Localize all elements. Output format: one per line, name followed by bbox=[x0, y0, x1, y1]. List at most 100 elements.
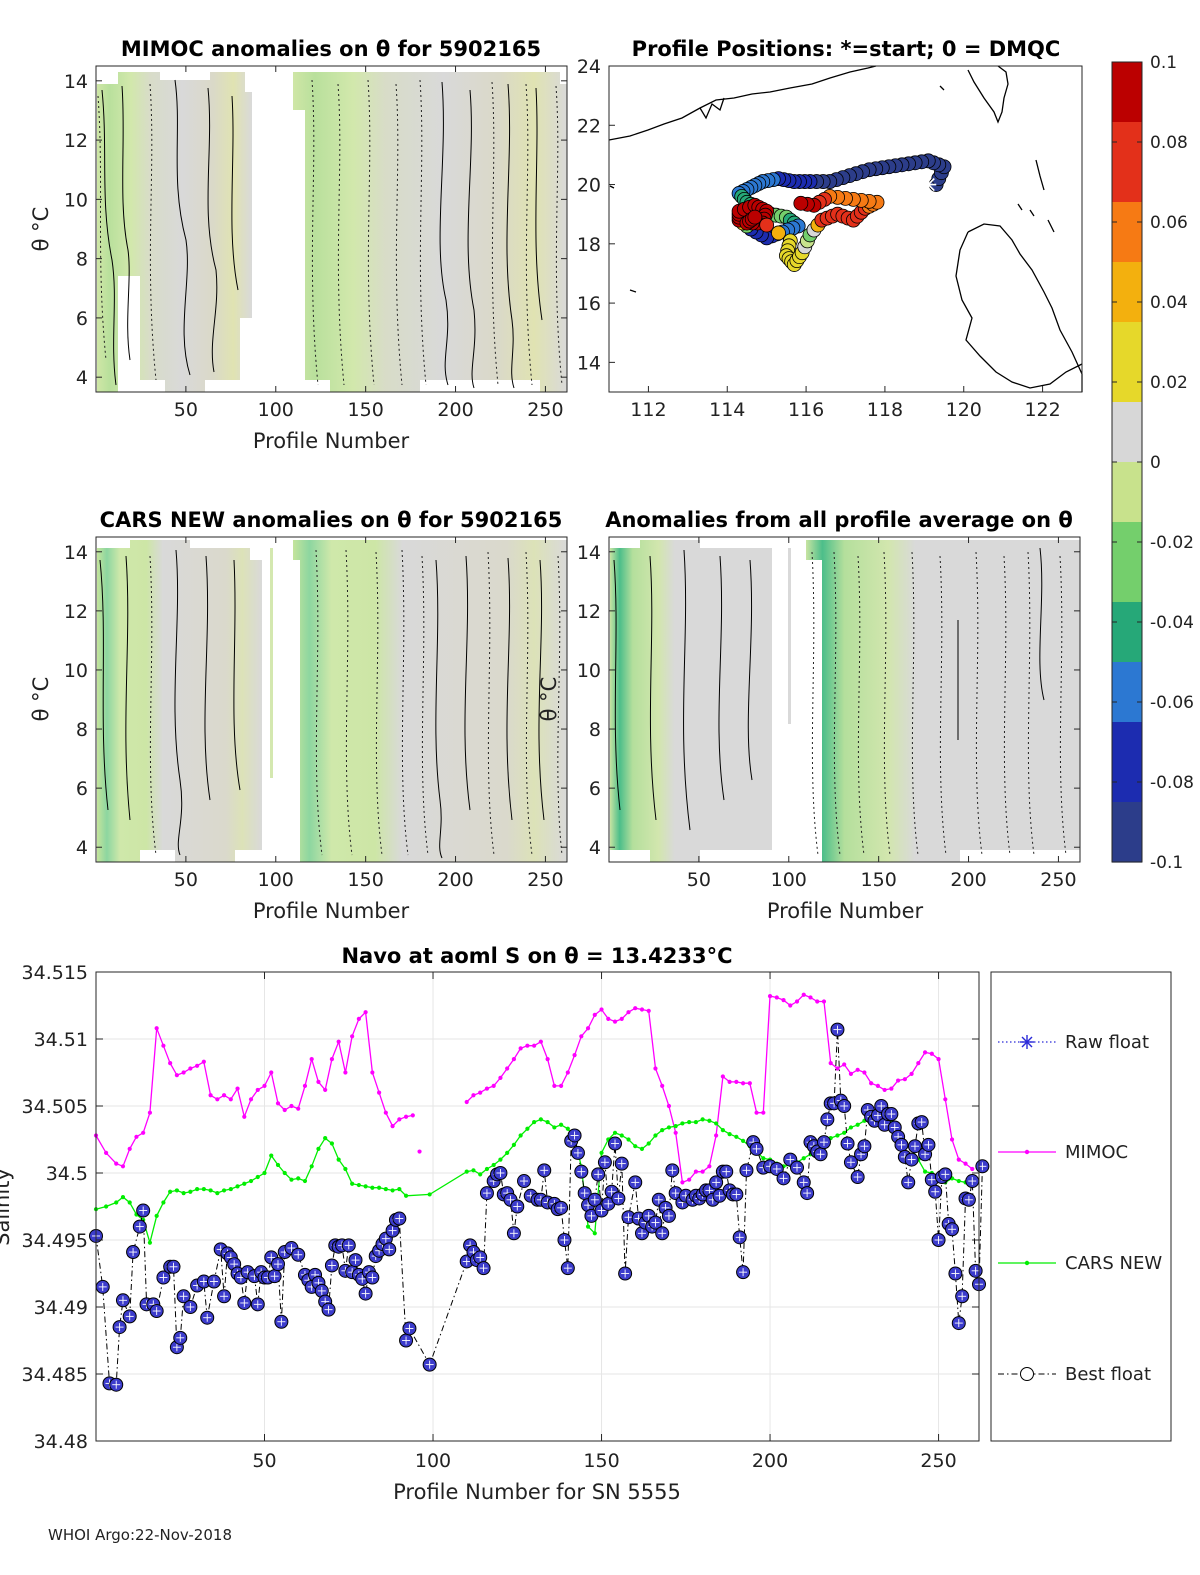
colorbar-tick-label: 0.04 bbox=[1150, 293, 1188, 313]
series-point bbox=[781, 998, 786, 1003]
best-float-point bbox=[948, 1266, 963, 1281]
colorbar-step bbox=[1112, 142, 1142, 163]
asterisk-icon bbox=[1020, 1035, 1034, 1049]
series-point bbox=[855, 1067, 860, 1072]
series-point bbox=[653, 1133, 658, 1138]
series-point bbox=[127, 1146, 132, 1151]
best-float-point bbox=[149, 1304, 164, 1319]
series-point bbox=[221, 1188, 227, 1193]
best-float-point bbox=[392, 1211, 407, 1226]
series-point bbox=[740, 1138, 746, 1143]
series-point bbox=[552, 1125, 557, 1130]
y-tick-label: 16 bbox=[577, 293, 601, 315]
cars-ylabel: θ °C bbox=[29, 677, 53, 722]
y-tick-label: 34.485 bbox=[22, 1364, 88, 1386]
series-point bbox=[687, 1177, 692, 1182]
best-float-point bbox=[183, 1300, 198, 1314]
colorbar-step bbox=[1112, 602, 1142, 623]
best-float-point bbox=[109, 1377, 124, 1392]
series-point bbox=[262, 1170, 267, 1176]
colorbar-step bbox=[1112, 522, 1142, 543]
series-point bbox=[478, 1090, 483, 1095]
best-float-point bbox=[156, 1270, 171, 1285]
best-float-point bbox=[577, 1186, 592, 1201]
x-tick-label: 112 bbox=[630, 399, 666, 421]
colorbar-step bbox=[1112, 422, 1142, 443]
best-float-point bbox=[840, 1136, 855, 1151]
series-point bbox=[572, 1052, 577, 1058]
series-point bbox=[680, 1180, 685, 1185]
best-float-point bbox=[358, 1286, 373, 1301]
series-point bbox=[134, 1134, 139, 1139]
series-point bbox=[147, 1240, 153, 1245]
best-float-point bbox=[945, 1222, 960, 1237]
x-tick-label: 200 bbox=[437, 399, 473, 421]
x-tick-label: 150 bbox=[348, 869, 384, 891]
series-point bbox=[579, 1034, 584, 1039]
cars-panel: CARS NEW anomalies on θ for 5902165 bbox=[29, 508, 568, 923]
best-float-point bbox=[611, 1191, 626, 1206]
best-float-point bbox=[965, 1174, 980, 1189]
best-float-point bbox=[914, 1115, 929, 1130]
series-point bbox=[916, 1061, 921, 1066]
series-point bbox=[727, 1079, 732, 1084]
series-point bbox=[356, 1182, 361, 1188]
x-tick-label: 150 bbox=[861, 869, 897, 891]
series-point bbox=[390, 1188, 395, 1193]
series-point bbox=[343, 1070, 348, 1075]
y-tick-label: 12 bbox=[64, 601, 88, 623]
colorbar-step bbox=[1112, 762, 1142, 783]
series-point bbox=[821, 999, 827, 1004]
series-point bbox=[639, 1146, 645, 1151]
series-point bbox=[646, 1008, 651, 1013]
best-float-point bbox=[517, 1174, 532, 1189]
y-tick-label: 14 bbox=[577, 352, 601, 374]
cars-axis-ticks: 50 100 150 200 250 4 6 8 10 12 14 bbox=[64, 537, 567, 891]
series-point bbox=[532, 1119, 537, 1125]
series-point bbox=[282, 1107, 287, 1113]
best-float-point bbox=[816, 1135, 831, 1150]
series-point bbox=[478, 1172, 483, 1177]
series-point bbox=[188, 1189, 193, 1194]
best-float-point bbox=[476, 1261, 491, 1276]
series-point bbox=[848, 1071, 854, 1076]
x-tick-label: 100 bbox=[415, 1450, 451, 1472]
x-tick-label: 250 bbox=[920, 1450, 956, 1472]
series-point bbox=[505, 1150, 510, 1155]
series-point bbox=[309, 1164, 314, 1169]
series-point bbox=[484, 1086, 490, 1091]
colorbar-step bbox=[1112, 782, 1142, 803]
colorbar-step bbox=[1112, 682, 1142, 703]
series-point bbox=[248, 1097, 254, 1102]
cars-xlabel: Profile Number bbox=[253, 899, 410, 923]
best-float-point bbox=[173, 1330, 188, 1345]
x-tick-label: 122 bbox=[1024, 399, 1060, 421]
best-float-point bbox=[907, 1139, 922, 1154]
avg-contours bbox=[613, 547, 1045, 831]
series-point bbox=[161, 1200, 166, 1205]
y-tick-label: 4 bbox=[589, 837, 601, 859]
x-tick-label: 50 bbox=[687, 869, 711, 891]
series-point bbox=[862, 1070, 867, 1075]
legend-mimoc-label: MIMOC bbox=[1065, 1142, 1128, 1163]
series-point bbox=[848, 1125, 854, 1130]
colorbar-step bbox=[1112, 222, 1142, 243]
series-point bbox=[693, 1119, 699, 1125]
series-point bbox=[289, 1177, 294, 1182]
series-point bbox=[161, 1043, 166, 1048]
cars-dotted-contours bbox=[149, 549, 563, 856]
series-point bbox=[565, 1070, 570, 1075]
series-point bbox=[316, 1079, 321, 1084]
colorbar-step bbox=[1112, 382, 1142, 403]
cars-title: CARS NEW anomalies on θ for 5902165 bbox=[100, 508, 563, 532]
legend-cars-label: CARS NEW bbox=[1065, 1253, 1162, 1274]
y-tick-label: 10 bbox=[64, 660, 88, 682]
y-tick-label: 20 bbox=[577, 175, 601, 197]
x-tick-label: 50 bbox=[252, 1450, 276, 1472]
best-float-point bbox=[857, 1139, 872, 1154]
best-float-point bbox=[291, 1247, 306, 1262]
series-point bbox=[491, 1083, 496, 1088]
best-float-point bbox=[554, 1200, 569, 1215]
x-tick-label: 100 bbox=[771, 869, 807, 891]
series-point bbox=[835, 1066, 840, 1071]
